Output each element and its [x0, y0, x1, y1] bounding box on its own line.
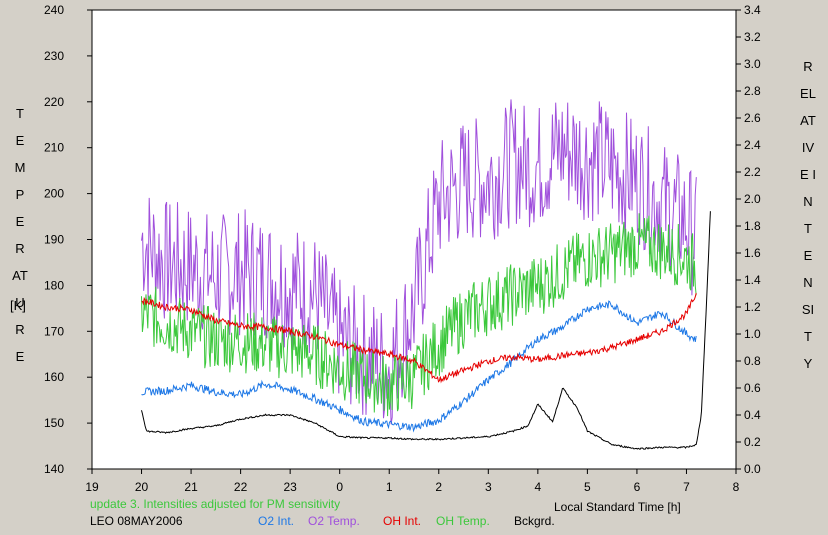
legend-bckgrd: Bckgrd. — [514, 514, 555, 528]
y-axis-right: 0.0 0.2 0.4 0.6 0.8 1.0 1.2 1.4 1.6 1.8 2.0 2.2 2.4 2… — [736, 3, 761, 476]
x-tick-label: 3 — [485, 480, 492, 494]
y-right-tick-label: 1.4 — [744, 273, 761, 287]
y-right-tick-label: 0.8 — [744, 354, 761, 368]
y-axis-left-unit: [K] — [10, 298, 26, 313]
x-axis-title: Local Standard Time [h] — [554, 500, 681, 514]
y-left-tick-label: 150 — [44, 416, 64, 430]
x-tick-label: 19 — [85, 480, 99, 494]
series-line-o2-temp- — [141, 99, 697, 425]
station-date-label: LEO 08MAY2006 — [90, 514, 183, 528]
legend-o2-temp: O2 Temp. — [308, 514, 360, 528]
y-left-tick-label: 170 — [44, 324, 64, 338]
y-right-tick-label: 1.0 — [744, 327, 761, 341]
y-left-tick-label: 180 — [44, 278, 64, 292]
series-group — [141, 99, 711, 450]
y-right-tick-label: 1.6 — [744, 246, 761, 260]
x-tick-label: 8 — [733, 480, 740, 494]
y-right-tick-label: 2.2 — [744, 165, 761, 179]
legend-oh-temp: OH Temp. — [436, 514, 490, 528]
y-right-tick-label: 2.0 — [744, 192, 761, 206]
update-note: update 3. Intensities adjusted for PM se… — [90, 497, 341, 511]
series-line-o2-int- — [141, 300, 697, 433]
y-left-tick-label: 200 — [44, 187, 64, 201]
y-axis-left-title: TEMPERATURE — [12, 106, 28, 364]
y-left-tick-label: 190 — [44, 233, 64, 247]
series-line-oh-temp- — [141, 213, 697, 417]
y-right-tick-label: 3.2 — [744, 30, 761, 44]
y-right-tick-label: 0.4 — [744, 408, 761, 422]
y-right-tick-label: 2.6 — [744, 111, 761, 125]
legend-o2-int: O2 Int. — [258, 514, 295, 528]
y-left-tick-label: 240 — [44, 3, 64, 17]
legend-oh-int: OH Int. — [383, 514, 422, 528]
x-tick-label: 22 — [234, 480, 248, 494]
y-left-tick-label: 210 — [44, 141, 64, 155]
y-right-tick-label: 1.8 — [744, 219, 761, 233]
x-tick-label: 20 — [135, 480, 149, 494]
y-right-tick-label: 2.4 — [744, 138, 761, 152]
y-right-tick-label: 3.0 — [744, 57, 761, 71]
x-axis: 19 20 21 22 23 0 1 2 3 4 5 6 7 8 — [85, 469, 740, 494]
y-right-tick-label: 0.6 — [744, 381, 761, 395]
y-left-tick-label: 140 — [44, 462, 64, 476]
y-right-tick-label: 3.4 — [744, 3, 761, 17]
x-tick-label: 0 — [336, 480, 343, 494]
y-axis-left: 140 150 160 170 180 190 200 210 220 230 240 — [44, 3, 92, 476]
x-tick-label: 2 — [435, 480, 442, 494]
x-tick-label: 1 — [386, 480, 393, 494]
series-line-oh-int- — [141, 292, 697, 384]
x-tick-label: 7 — [683, 480, 690, 494]
y-left-tick-label: 220 — [44, 95, 64, 109]
x-tick-label: 21 — [184, 480, 198, 494]
x-tick-label: 5 — [584, 480, 591, 494]
y-right-tick-label: 1.2 — [744, 300, 761, 314]
y-right-tick-label: 2.8 — [744, 84, 761, 98]
y-axis-right-title: RELATIVE INTENSITY — [800, 59, 816, 371]
y-left-tick-label: 160 — [44, 370, 64, 384]
series-line-bckgrd- — [141, 211, 711, 450]
y-left-tick-label: 230 — [44, 49, 64, 63]
y-right-tick-label: 0.0 — [744, 462, 761, 476]
x-tick-label: 6 — [634, 480, 641, 494]
x-tick-label: 4 — [535, 480, 542, 494]
y-right-tick-label: 0.2 — [744, 435, 761, 449]
x-tick-label: 23 — [283, 480, 297, 494]
